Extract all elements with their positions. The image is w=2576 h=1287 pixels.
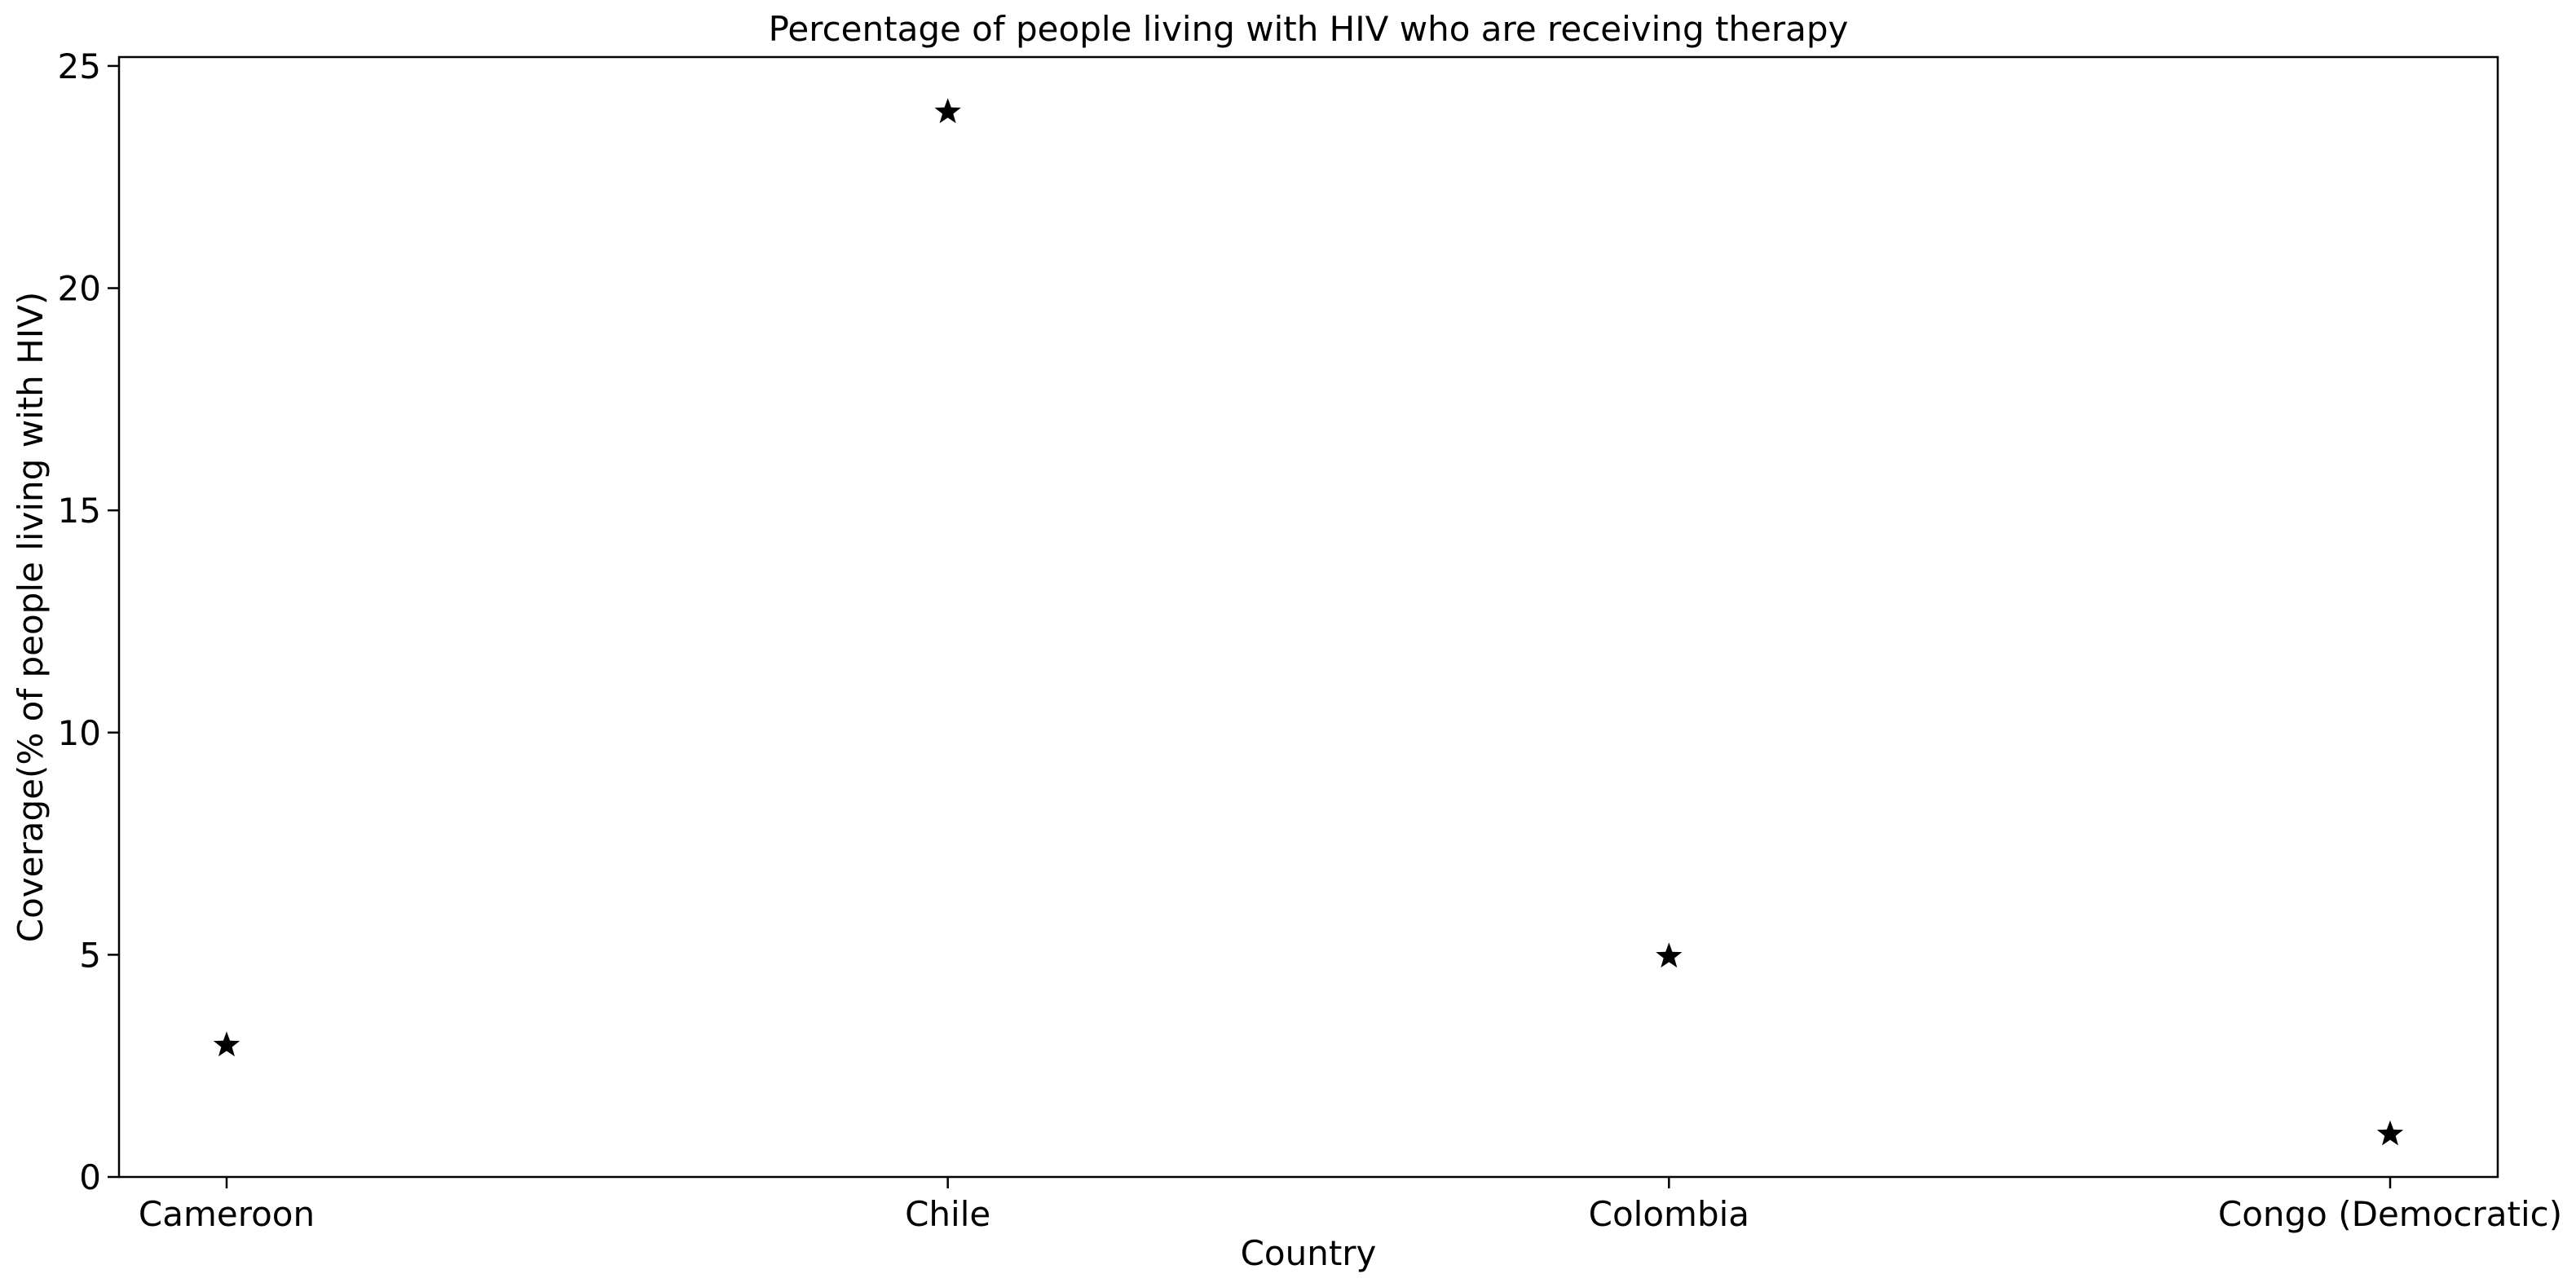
x-tick-label: Congo (Democratic)	[2218, 1194, 2562, 1234]
y-tick-label: 20	[58, 269, 101, 309]
data-point-star	[2376, 1120, 2404, 1146]
chart-title: Percentage of people living with HIV who…	[769, 9, 1849, 49]
x-axis-label: Country	[1241, 1233, 1377, 1273]
x-tick-label: Colombia	[1589, 1194, 1749, 1234]
y-tick-label: 5	[79, 935, 101, 975]
x-axis: Cameroon Chile Colombia Congo (Democratic)	[139, 1177, 2562, 1234]
x-tick-label: Chile	[905, 1194, 990, 1234]
data-point-star	[1656, 942, 1683, 968]
x-tick-label: Cameroon	[139, 1194, 315, 1234]
data-point-star	[934, 98, 961, 124]
y-axis: 0 5 10 15 20 25	[58, 46, 119, 1197]
y-tick-label: 15	[58, 491, 101, 531]
data-point-star	[213, 1031, 240, 1057]
data-points	[213, 98, 2404, 1146]
y-tick-label: 10	[58, 713, 101, 753]
y-axis-label: Coverage(% of people living with HIV)	[11, 292, 51, 942]
y-tick-label: 25	[58, 46, 101, 86]
plot-area-frame	[117, 55, 2499, 1179]
y-tick-label: 0	[79, 1157, 101, 1197]
